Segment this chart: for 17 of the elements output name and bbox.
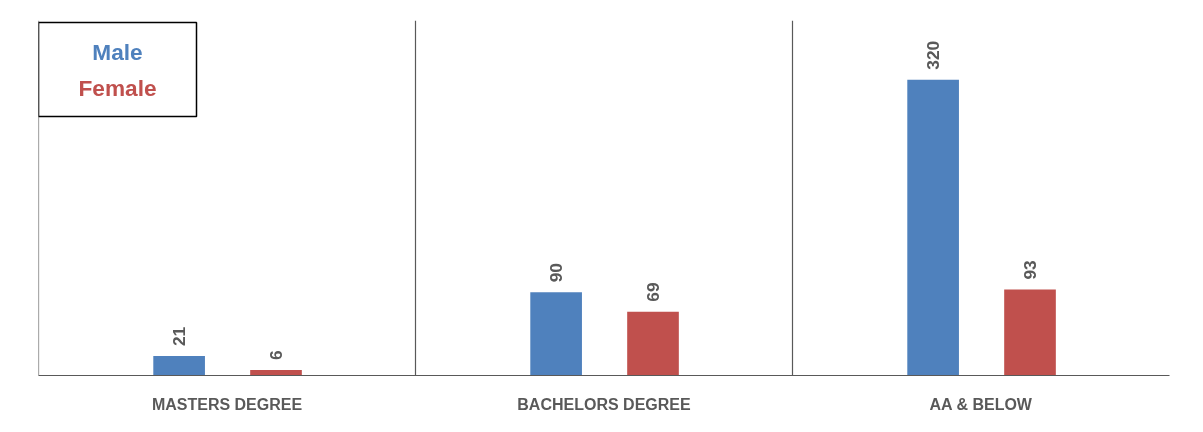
x-tick-label: BACHELORS DEGREE [517, 395, 691, 413]
text: Male [92, 38, 143, 65]
bar [530, 292, 582, 376]
bar [1004, 289, 1056, 376]
data-label: 69 [643, 282, 664, 302]
bar [907, 79, 959, 376]
x-tick-label: AA & BELOW [929, 395, 1033, 413]
text: Female [78, 74, 157, 101]
data-label: 6 [266, 349, 287, 360]
bar [250, 369, 302, 376]
bar [627, 311, 679, 376]
x-tick-label: MASTERS DEGREE [151, 395, 303, 413]
data-label: 93 [1020, 259, 1041, 280]
data-label: 90 [546, 263, 567, 283]
data-label: 21 [169, 326, 190, 347]
data-label: 320 [923, 40, 944, 70]
bar [153, 356, 205, 376]
